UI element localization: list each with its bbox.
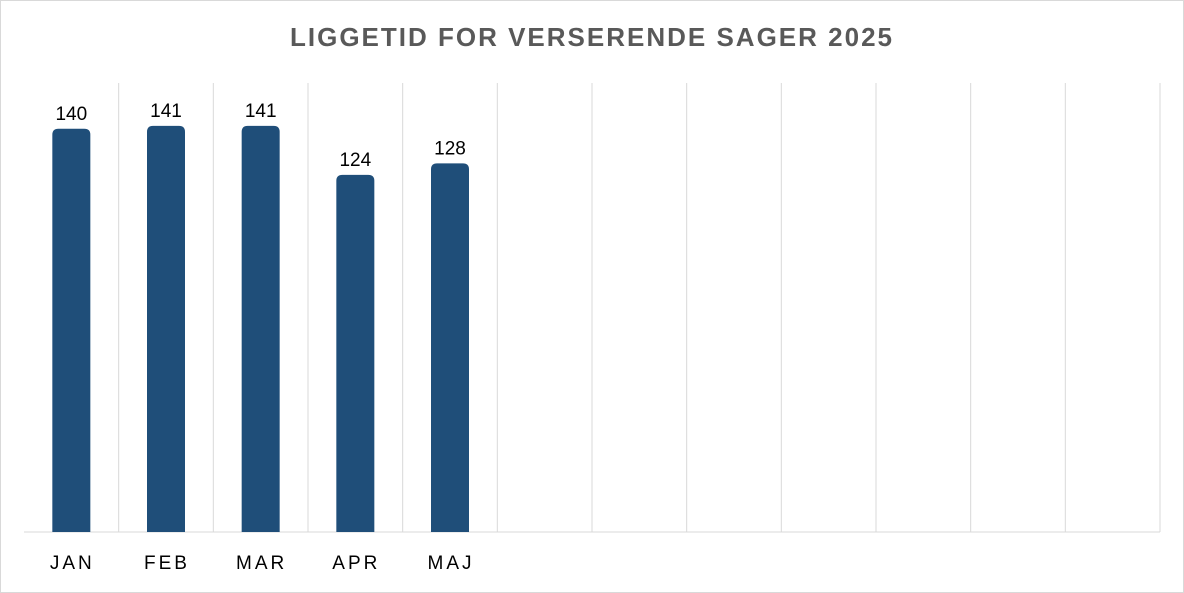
data-label: 124 xyxy=(339,150,371,171)
data-label: 141 xyxy=(245,101,277,122)
bar xyxy=(336,174,375,532)
data-label: 141 xyxy=(150,101,182,122)
data-label: 128 xyxy=(434,138,466,159)
bar xyxy=(147,125,185,533)
x-tick-label: APR xyxy=(332,553,380,574)
x-tick-label: FEB xyxy=(144,553,190,574)
chart-title: LIGGETID FOR VERSERENDE SAGER 2025 xyxy=(290,22,894,52)
bar xyxy=(241,125,280,533)
bar xyxy=(52,128,91,533)
x-tick-label: JAN xyxy=(50,553,95,574)
data-label: 140 xyxy=(55,104,87,125)
x-tick-label: MAR xyxy=(236,553,287,574)
x-tick-label: MAJ xyxy=(428,553,475,574)
bar xyxy=(431,163,469,533)
